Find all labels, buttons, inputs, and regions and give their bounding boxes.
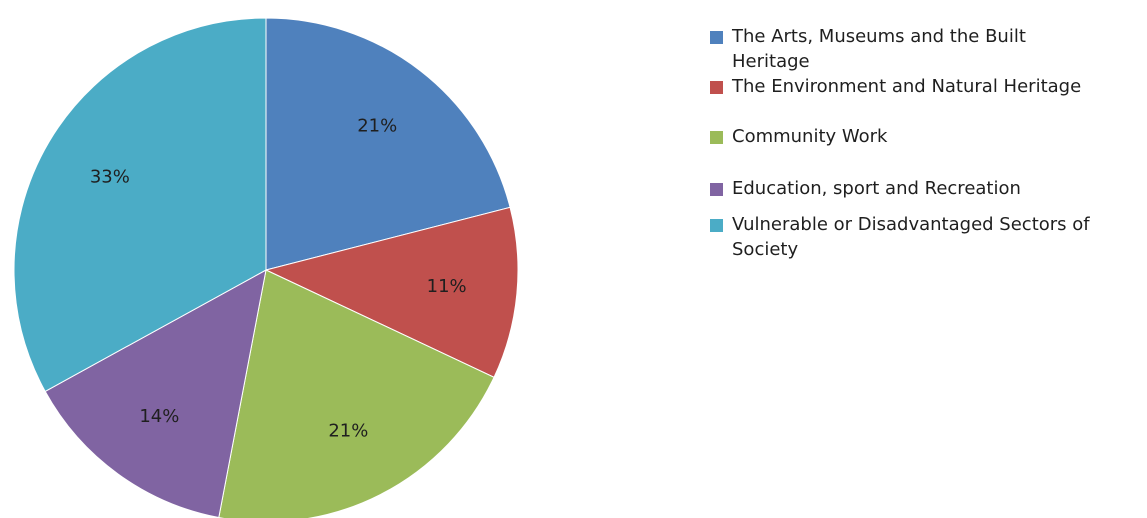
- legend-label-vulnerable-sectors: Vulnerable or Disadvantaged Sectors of S…: [732, 214, 1090, 260]
- legend-swatch-vulnerable-sectors: [710, 219, 723, 232]
- legend-swatch-arts-museums: [710, 31, 723, 44]
- data-label-the-environment-and-natural-heritage: 11%: [427, 276, 467, 297]
- legend-swatch-community-work: [710, 131, 723, 144]
- legend-swatch-environment: [710, 81, 723, 94]
- legend-item-arts-museums: The Arts, Museums and the Built Heritage: [710, 24, 1130, 74]
- pie-slice-vulnerable-or-disadvantaged-sectors-of-society: [13, 17, 267, 393]
- legend-label-community-work: Community Work: [732, 126, 888, 147]
- legend-item-environment: The Environment and Natural Heritage: [710, 74, 1130, 124]
- pie-slices: [13, 17, 519, 518]
- legend-label-environment: The Environment and Natural Heritage: [732, 76, 1082, 97]
- legend-item-education-sport: Education, sport and Recreation: [710, 176, 1130, 212]
- pie-slice-the-arts-museums-and-the-built-heritage: [265, 17, 511, 271]
- data-label-the-arts-museums-and-the-built-heritage: 21%: [357, 116, 397, 137]
- legend-label-arts-museums: The Arts, Museums and the Built Heritage: [732, 26, 1026, 72]
- pie-slice-the-environment-and-natural-heritage: [264, 206, 519, 378]
- pie-data-labels: 21% 11% 21% 14% 33%: [90, 116, 467, 442]
- legend-item-community-work: Community Work: [710, 124, 1130, 176]
- data-label-education-sport-and-recreation: 14%: [139, 406, 179, 427]
- pie-slice-community-work: [218, 269, 495, 518]
- chart-legend: The Arts, Museums and the Built Heritage…: [710, 24, 1130, 262]
- legend-label-education-sport: Education, sport and Recreation: [732, 178, 1021, 199]
- legend-item-vulnerable-sectors: Vulnerable or Disadvantaged Sectors of S…: [710, 212, 1130, 262]
- data-label-community-work: 21%: [328, 421, 368, 442]
- pie-slice-education-sport-and-recreation: [44, 269, 267, 518]
- data-label-vulnerable-or-disadvantaged-sectors-of-society: 33%: [90, 167, 130, 188]
- legend-swatch-education-sport: [710, 183, 723, 196]
